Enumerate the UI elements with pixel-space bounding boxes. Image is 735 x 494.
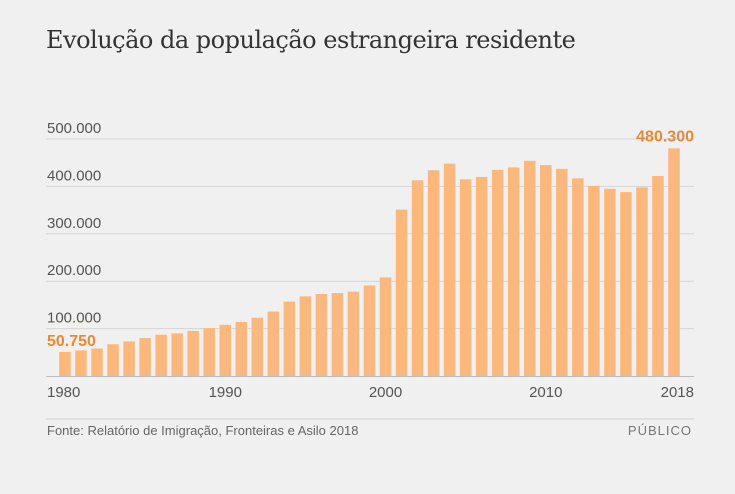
bar-1984 [123, 341, 135, 376]
y-tick-label: 200.000 [47, 262, 101, 279]
bar-2002 [411, 180, 424, 376]
bar-1993 [267, 311, 280, 376]
x-tick-label: 1990 [209, 384, 242, 401]
bar-2005 [459, 179, 472, 376]
bar-1990 [219, 324, 232, 376]
x-tick-label: 2000 [369, 384, 402, 401]
x-axis-labels: 1980 1990 2000 2010 2018 [47, 384, 694, 401]
bar-2007 [491, 169, 504, 376]
bar-1992 [251, 317, 264, 376]
bar-2017 [652, 175, 664, 376]
bar-1985 [139, 338, 151, 376]
y-tick-label: 500.000 [47, 120, 101, 137]
bar-1988 [187, 330, 199, 376]
bar-1997 [331, 293, 344, 376]
bar-1987 [171, 333, 183, 376]
x-tick-label: 2010 [529, 384, 562, 401]
x-tick-label: 2018 [661, 384, 694, 401]
bar-2014 [604, 188, 616, 376]
bar-2010 [540, 165, 552, 376]
bar-1980 [59, 351, 71, 376]
bar-1986 [155, 334, 167, 376]
bar-1999 [363, 285, 376, 376]
bar-1998 [347, 291, 360, 376]
bar-2015 [620, 192, 632, 376]
bar-2012 [572, 178, 584, 376]
annotations: 50.750 480.300 [47, 128, 694, 350]
bar-2013 [588, 185, 600, 376]
bar-1983 [107, 344, 119, 376]
bar-1991 [235, 321, 248, 376]
y-tick-label: 300.000 [47, 215, 101, 232]
bar-2011 [556, 168, 568, 376]
bar-1994 [283, 301, 296, 376]
first-value-label: 50.750 [47, 333, 96, 350]
bar-2003 [427, 170, 440, 376]
chart-title: Evolução da população estrangeira reside… [46, 26, 576, 54]
bar-2001 [395, 209, 408, 376]
bar-1996 [315, 293, 328, 376]
x-tick-label: 1980 [47, 384, 80, 401]
bar-2000 [379, 277, 392, 376]
publisher-logo: PÚBLICO [627, 423, 692, 438]
bar-1989 [203, 328, 216, 376]
bar-2008 [507, 167, 520, 376]
y-axis-labels: 100.000 200.000 300.000 400.000 500.000 [47, 120, 101, 327]
gridlines [46, 138, 694, 420]
bar-2009 [523, 160, 536, 376]
source-note: Fonte: Relatório de Imigração, Fronteira… [47, 423, 359, 438]
bar-2006 [475, 176, 488, 376]
bar-1995 [299, 296, 312, 376]
bar-2018 [668, 148, 680, 376]
bar-2016 [636, 187, 648, 376]
y-tick-label: 400.000 [47, 167, 101, 184]
y-tick-label: 100.000 [47, 310, 101, 327]
bar-2004 [443, 163, 456, 376]
bar-1982 [91, 348, 103, 376]
bars [59, 148, 680, 376]
bar-1981 [75, 350, 87, 376]
last-value-label: 480.300 [636, 128, 694, 145]
